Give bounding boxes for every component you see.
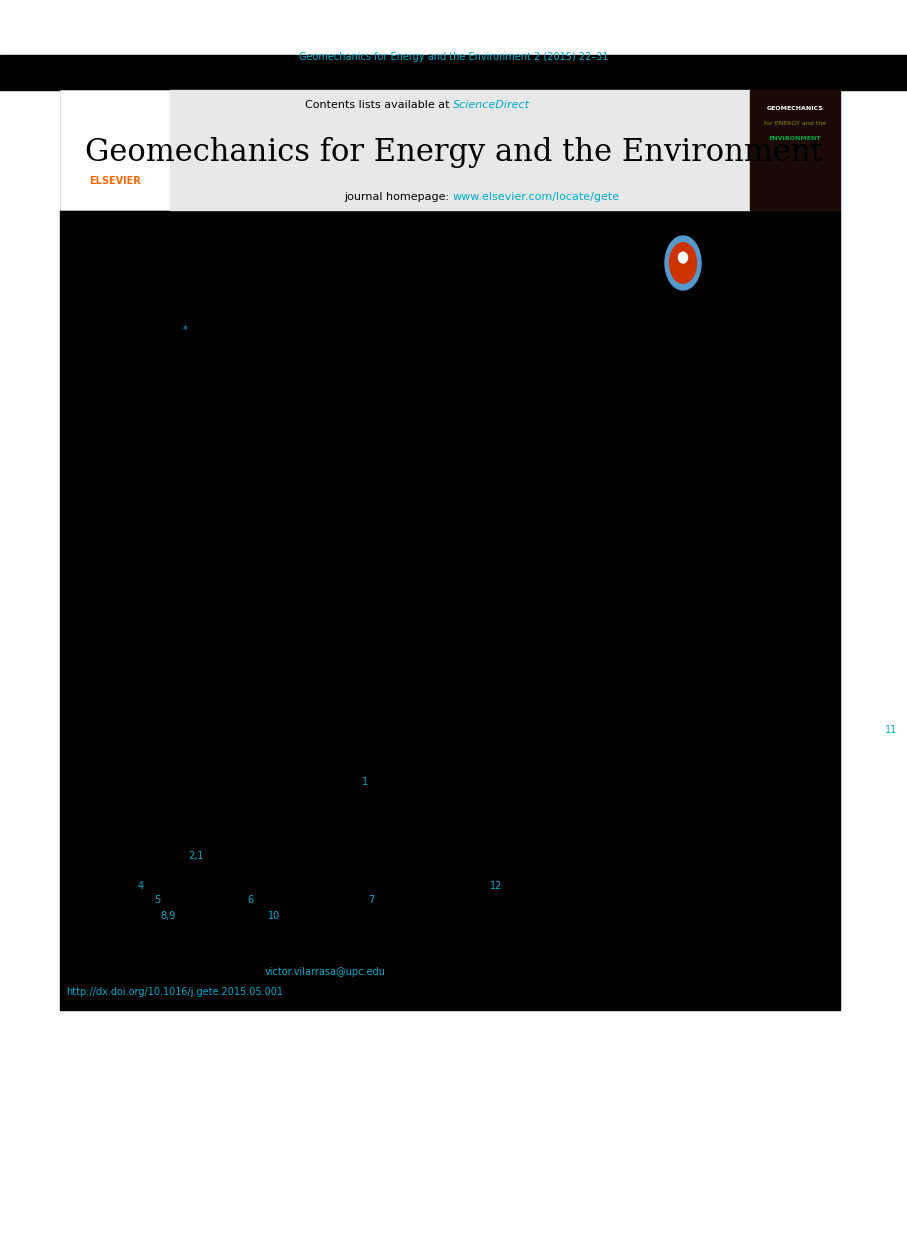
Text: 1: 1: [362, 777, 368, 787]
Text: 5: 5: [154, 895, 161, 905]
Text: 8,9: 8,9: [160, 911, 175, 921]
Text: Contents lists available at: Contents lists available at: [305, 100, 453, 110]
Text: journal homepage:: journal homepage:: [344, 192, 453, 202]
Text: 11: 11: [885, 725, 897, 735]
Text: 6: 6: [247, 895, 253, 905]
Bar: [60, 90, 170, 210]
Bar: [750, 90, 840, 210]
Text: ScienceDirect: ScienceDirect: [453, 100, 530, 110]
Ellipse shape: [669, 243, 697, 284]
Text: www.elsevier.com/locate/gete: www.elsevier.com/locate/gete: [453, 192, 619, 202]
Bar: [60, 210, 840, 1010]
Text: 2,1: 2,1: [188, 851, 203, 860]
Text: 12: 12: [490, 881, 502, 891]
Text: ENVIRONMENT: ENVIRONMENT: [769, 135, 821, 140]
Text: 4: 4: [138, 881, 144, 891]
Text: GEOMECHANICS: GEOMECHANICS: [766, 105, 824, 110]
Text: Geomechanics for Energy and the Environment: Geomechanics for Energy and the Environm…: [84, 136, 823, 167]
Text: victor.vilarrasa@upc.edu: victor.vilarrasa@upc.edu: [265, 967, 385, 977]
Bar: [0, 54, 907, 90]
Text: for ENERGY and the: for ENERGY and the: [764, 121, 826, 126]
Text: *: *: [183, 326, 188, 335]
Text: Geomechanics for Energy and the Environment 2 (2015) 22–31: Geomechanics for Energy and the Environm…: [298, 52, 609, 62]
Text: 7: 7: [368, 895, 375, 905]
Ellipse shape: [665, 236, 701, 290]
Ellipse shape: [678, 253, 688, 262]
Text: 10: 10: [268, 911, 280, 921]
Bar: [170, 90, 750, 210]
Text: ELSEVIER: ELSEVIER: [89, 176, 141, 186]
Text: http://dx.doi.org/10.1016/j.gete.2015.05.001: http://dx.doi.org/10.1016/j.gete.2015.05…: [66, 987, 283, 997]
